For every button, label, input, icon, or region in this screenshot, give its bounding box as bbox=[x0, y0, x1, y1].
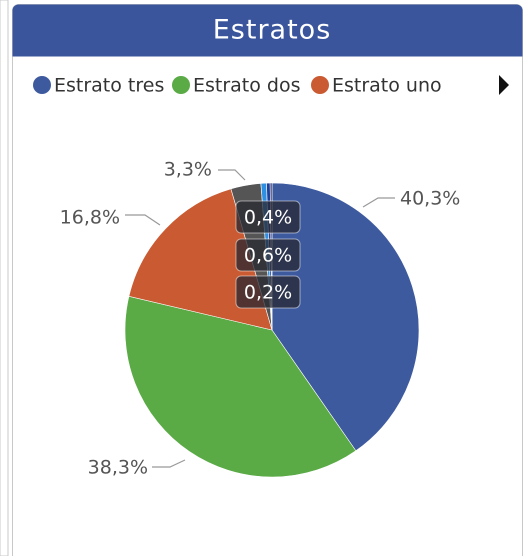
header bbox=[12, 4, 523, 57]
leader-line bbox=[362, 197, 395, 208]
data-label: 0,2% bbox=[244, 282, 292, 304]
data-label: 3,3% bbox=[164, 159, 212, 181]
pie-slice bbox=[124, 295, 357, 478]
legend-label: Estrato dos bbox=[193, 75, 301, 97]
legend-label: Estrato tres bbox=[54, 75, 164, 97]
chart-title: Estratos bbox=[213, 15, 332, 46]
leader-line bbox=[125, 214, 161, 226]
leader-line bbox=[152, 459, 186, 468]
leader-line bbox=[218, 169, 246, 181]
data-label-box bbox=[235, 200, 301, 234]
legend-next-arrow[interactable] bbox=[499, 75, 509, 95]
data-label-box bbox=[235, 275, 301, 309]
data-label: 16,8% bbox=[60, 207, 120, 229]
data-label: 38,3% bbox=[88, 457, 148, 479]
neighbor-panel bbox=[0, 0, 9, 556]
legend-label: Estrato uno bbox=[332, 75, 442, 97]
data-label: 0,6% bbox=[244, 245, 292, 267]
data-label: 40,3% bbox=[400, 188, 460, 210]
data-label-box bbox=[235, 238, 301, 272]
legend-swatch bbox=[33, 76, 51, 94]
data-label: 0,4% bbox=[244, 207, 292, 229]
pie-slice bbox=[271, 182, 420, 452]
legend-swatch bbox=[172, 76, 190, 94]
legend-swatch bbox=[311, 76, 329, 94]
